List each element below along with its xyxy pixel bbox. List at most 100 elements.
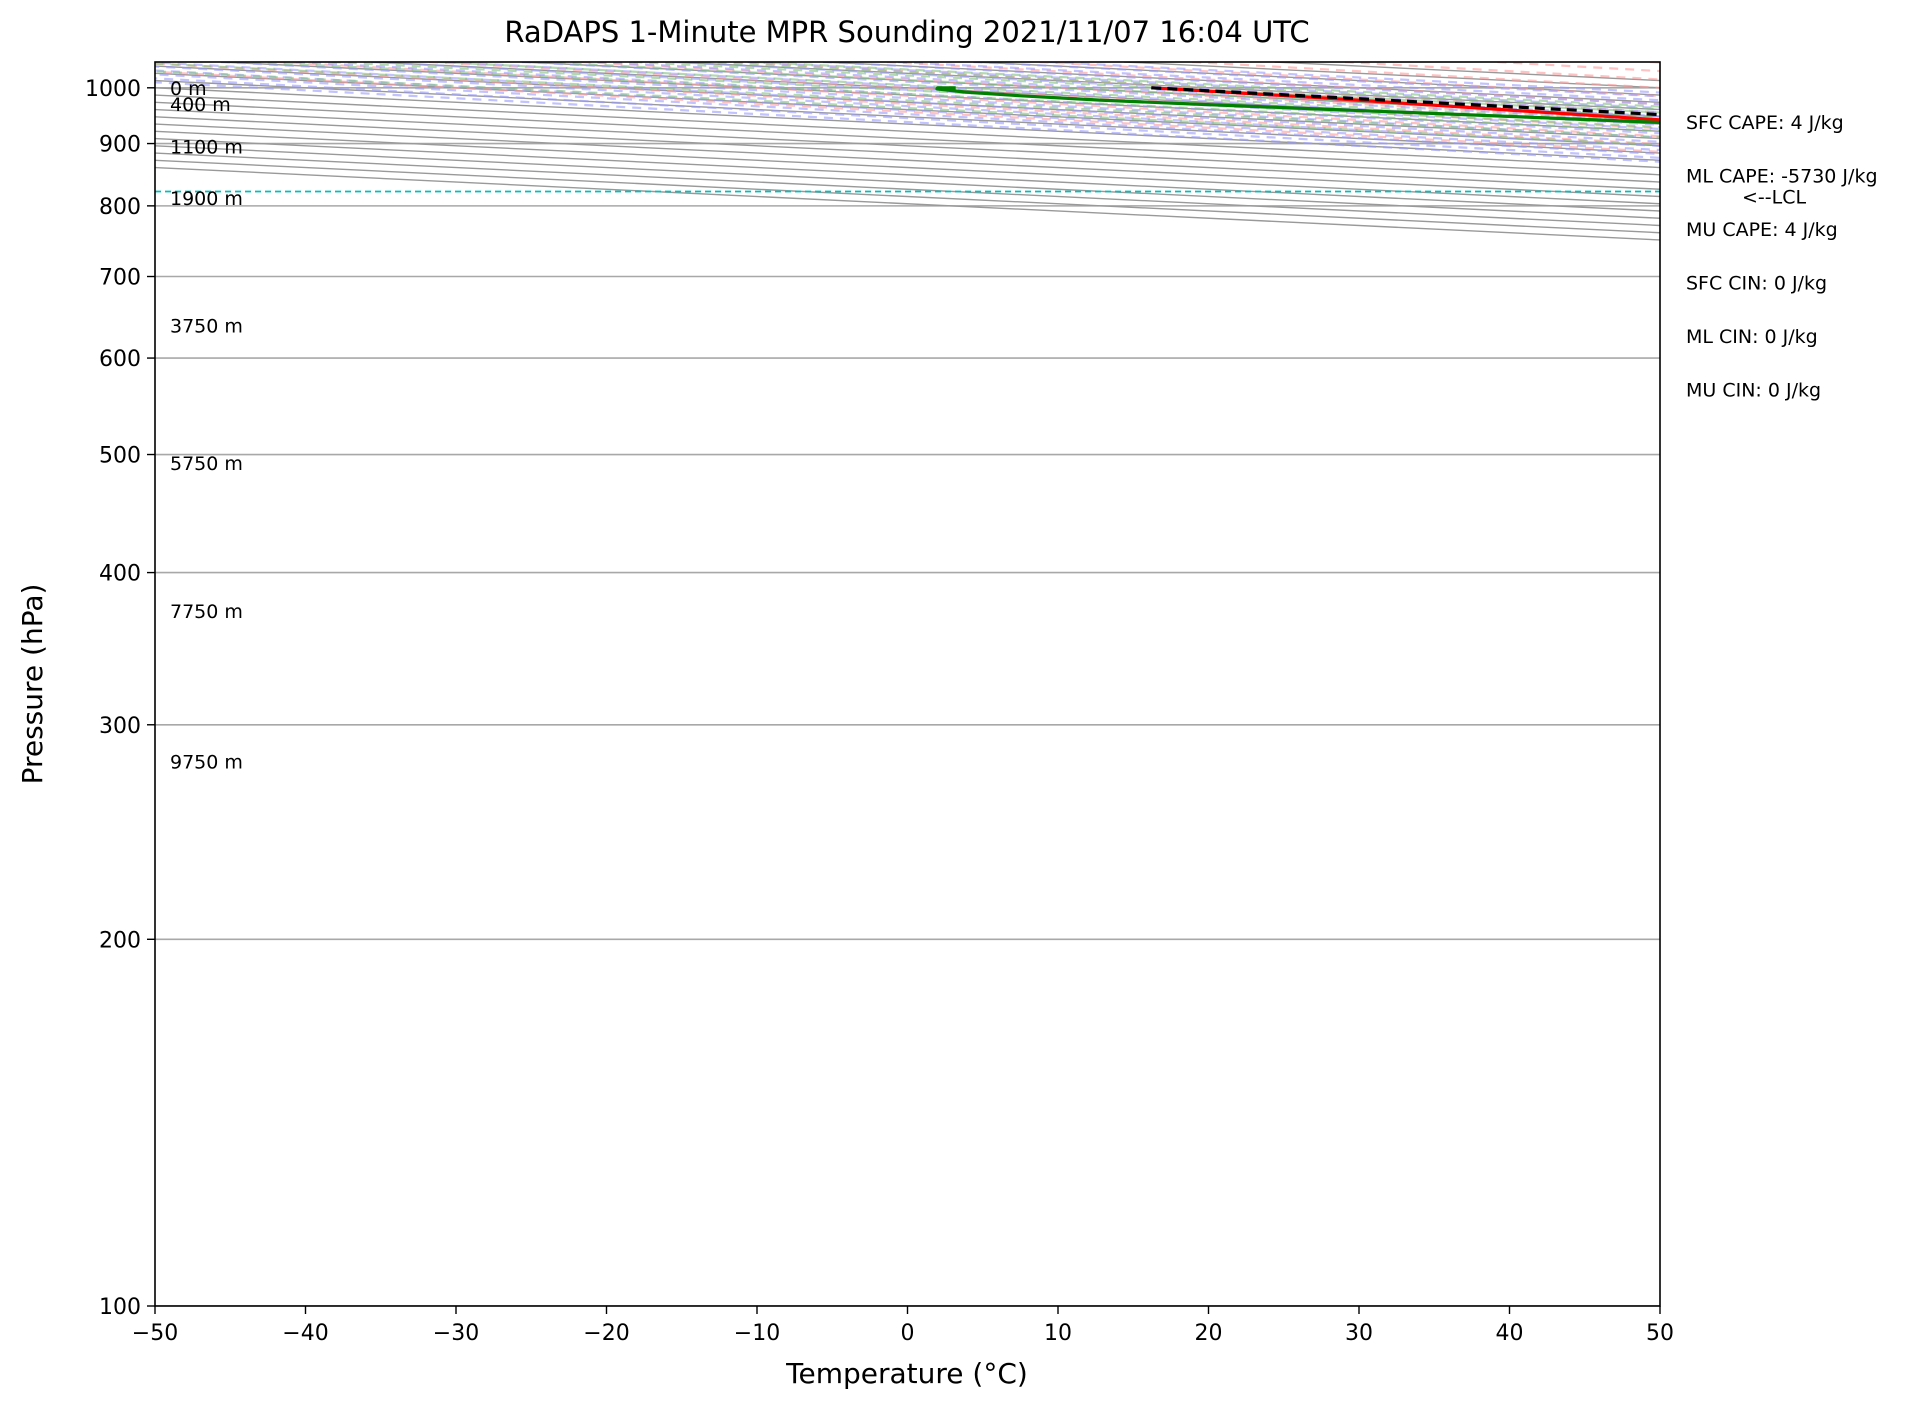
dry-adiabat [155,62,1660,146]
dry-adiabat [1192,62,1660,89]
moist-adiabat [446,62,1660,126]
x-tick-label: −20 [583,1321,629,1346]
y-axis-label: Pressure (hPa) [16,584,49,785]
y-tick-label: 1000 [85,77,141,102]
y-tick-label: 800 [99,195,141,220]
dry-adiabat [1039,62,1660,98]
y-tick-label: 200 [99,928,141,953]
chart-title: RaDAPS 1-Minute MPR Sounding 2021/11/07 … [504,15,1309,49]
isotherm-line [155,137,1660,212]
moist-adiabat [155,77,1660,159]
dry-adiabat [1497,62,1660,73]
isotherm-line [155,152,1660,227]
reference-lines-layer [155,62,1660,193]
height-label: 0 m [170,78,207,100]
x-tick-label: −30 [433,1321,479,1346]
isotherm-line [155,94,1660,169]
y-tick-label: 600 [99,347,141,372]
dry-adiabat [276,62,1660,138]
x-tick-label: 30 [1345,1321,1373,1346]
dry-adiabat [429,62,1660,130]
stability-index: ML CAPE: -5730 J/kg [1686,166,1878,188]
isotherm-line [155,65,1660,140]
mixing-ratio-line [251,62,1660,133]
stability-index: MU CAPE: 4 J/kg [1686,219,1838,241]
dry-adiabat [734,62,1660,114]
moist-adiabat [672,62,1660,114]
isotherm-line [973,62,1660,96]
y-tick-label: 700 [99,266,141,291]
moist-adiabat [1048,62,1660,94]
height-label: 7750 m [170,601,243,623]
dry-adiabat [1344,62,1660,81]
moist-adiabat [973,62,1660,98]
stability-index: SFC CIN: 0 J/kg [1686,273,1827,295]
moist-adiabat [597,62,1660,118]
moist-adiabat [155,65,1660,148]
isotherm-line [155,145,1660,219]
isotherm-line [155,108,1660,183]
mixing-ratio-line [331,62,1660,129]
isotherm-line [155,116,1660,190]
y-tick-label: 500 [99,444,141,469]
x-tick-label: 10 [1044,1321,1072,1346]
moist-adiabat [296,62,1660,135]
moist-adiabat [747,62,1660,110]
y-tick-label: 300 [99,714,141,739]
isotherm-line [672,62,1660,111]
stability-index: ML CIN: 0 J/kg [1686,326,1818,348]
chart-labels: −50 −40 −30 −20 −10 0 10 20 30 40 50 100 200 300 400 50… [85,77,1878,1346]
isotherm-line [155,130,1660,205]
y-tick-label: 100 [99,1295,141,1320]
height-label: 3750 m [170,316,243,338]
isotherm-line [521,62,1660,118]
moist-adiabat [898,62,1660,102]
isotherm-line [155,87,1660,161]
dry-adiabat [581,62,1660,122]
dry-adiabat [1649,62,1660,64]
isotherm-line [371,62,1660,125]
isotherm-line [822,62,1660,104]
isotherm-line [1274,62,1660,82]
axis-ticks [147,87,1661,1314]
mixing-ratio-line [155,62,1660,139]
x-tick-label: 50 [1646,1321,1674,1346]
dry-adiabat [886,62,1660,106]
y-tick-label: 400 [99,562,141,587]
height-label: 5750 m [170,453,243,475]
moist-adiabat [155,81,1660,163]
x-tick-label: 40 [1496,1321,1524,1346]
temperature-profile [1151,86,1660,122]
moist-adiabat [371,62,1660,131]
height-label: 9750 m [170,751,243,773]
moist-adiabat [220,62,1660,139]
dry-adiabat [155,70,1660,153]
x-tick-label: −50 [132,1321,178,1346]
x-tick-label: −40 [282,1321,328,1346]
grid-layer [155,62,1660,1306]
x-tick-label: −10 [734,1321,780,1346]
x-axis-label: Temperature (°C) [785,1357,1028,1390]
stability-index: SFC CAPE: 4 J/kg [1686,112,1844,134]
isotherm-line [155,123,1660,198]
height-label: 400 m [170,94,231,116]
isotherm-line [155,166,1660,241]
isotherm-line [1123,62,1660,89]
plot-frame [154,61,1661,1307]
isotherm-line [155,159,1660,234]
isotherm-line [220,62,1660,132]
isotherm-line [155,79,1660,154]
moist-adiabat [521,62,1660,122]
stability-index: MU CIN: 0 J/kg [1686,380,1821,402]
y-tick-label: 900 [99,133,141,158]
moist-adiabat [155,73,1660,156]
x-tick-label: 0 [901,1321,915,1346]
height-label: 1100 m [170,137,243,159]
mixing-ratio-line [155,70,1660,146]
x-tick-label: 20 [1195,1321,1223,1346]
moist-adiabat [822,62,1660,106]
isotherm-line [155,101,1660,176]
moist-adiabat [155,69,1660,152]
isotherm-line [155,72,1660,147]
